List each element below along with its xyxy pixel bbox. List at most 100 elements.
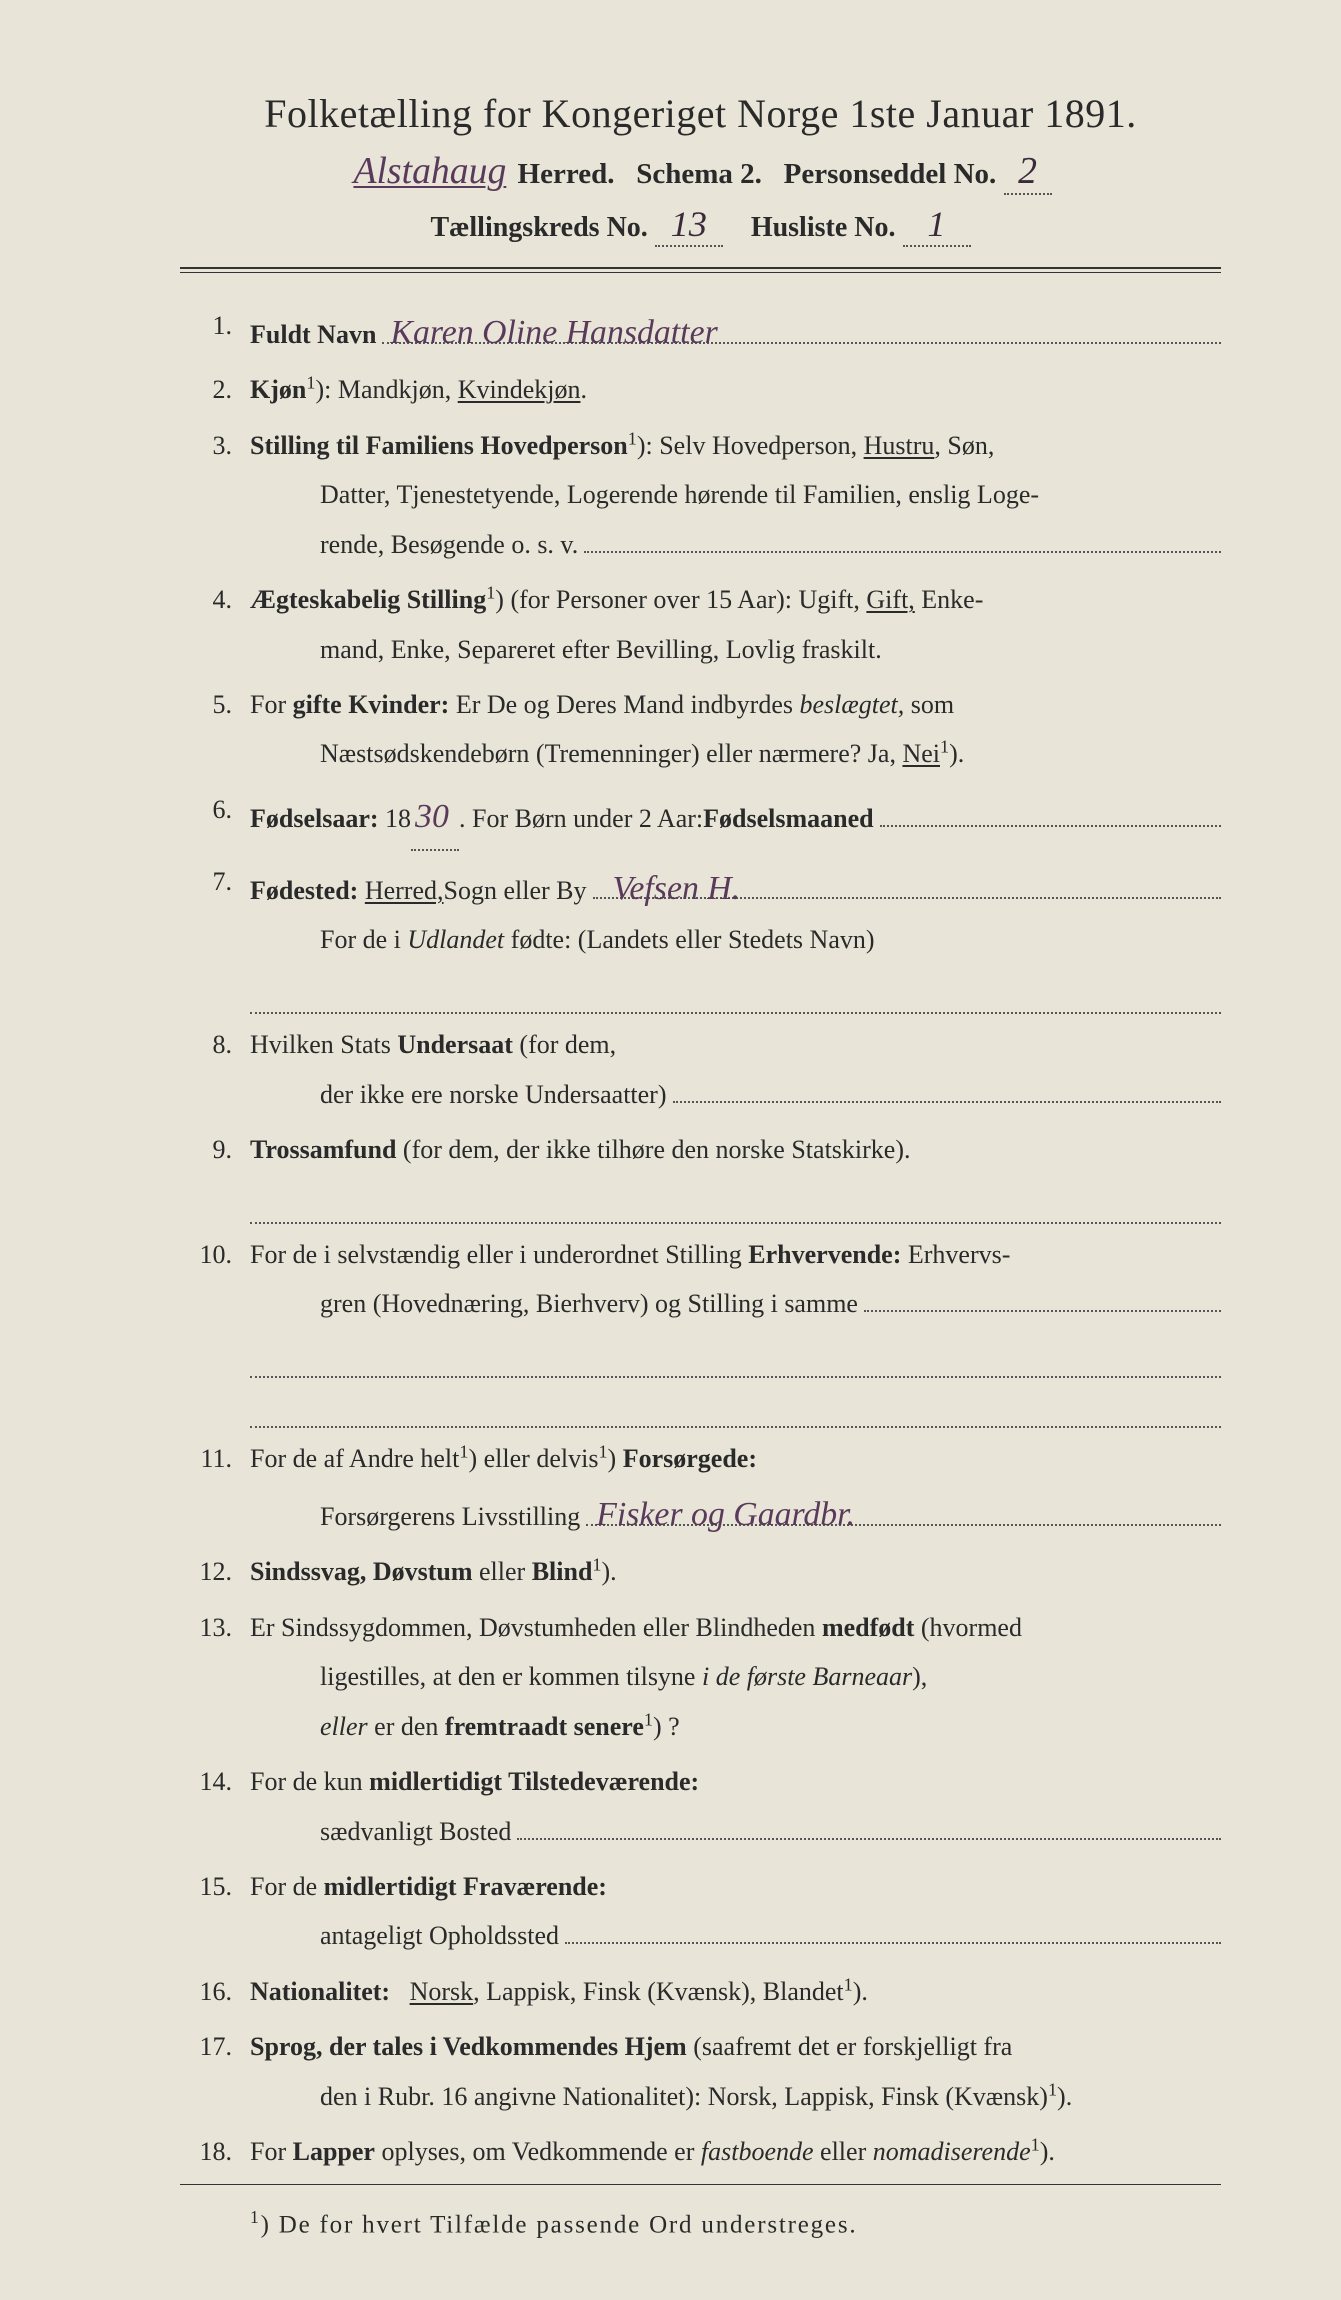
husliste-label: Husliste No. — [751, 212, 896, 243]
item-7-udl: Udlandet — [407, 925, 504, 954]
item-13-b: (hvormed — [914, 1613, 1022, 1642]
item-4-label: Ægteskabelig Stilling — [250, 585, 486, 614]
item-16-sup: 1 — [844, 1974, 853, 1994]
item-12-label: Sindssvag, Døvstum — [250, 1557, 473, 1586]
item-11-c: ) — [608, 1444, 623, 1473]
item-5-a: For — [250, 690, 293, 719]
item-3-sup: 1 — [628, 428, 637, 448]
item-12-sup: 1 — [592, 1555, 601, 1575]
item-13-line2a: ligestilles, at den er kommen tilsyne — [320, 1662, 702, 1691]
birthplace-value: Vefsen H. — [593, 857, 1221, 900]
item-12-end: ). — [602, 1557, 617, 1586]
item-8: 8. Hvilken Stats Undersaat (for dem, der… — [180, 1020, 1221, 1119]
item-15-label: midlertidigt Fraværende: — [324, 1872, 607, 1901]
stilling-selected: Hustru — [864, 431, 935, 460]
item-11-label: Forsørgede: — [623, 1444, 757, 1473]
item-17-b: (saafremt det er forskjelligt fra — [687, 2032, 1013, 2061]
item-13-sup: 1 — [644, 1709, 653, 1729]
item-18-sup: 1 — [1031, 2134, 1040, 2154]
item-13-line3a: eller — [320, 1712, 368, 1741]
item-13-line3c: ) ? — [653, 1712, 680, 1741]
herred-label: Herred. — [518, 158, 615, 190]
birthyear-value: 30 — [411, 785, 459, 851]
item-10-dotted1 — [864, 1279, 1221, 1312]
item-10-label: Erhvervende: — [748, 1240, 901, 1269]
item-13: 13. Er Sindssygdommen, Døvstumheden elle… — [180, 1603, 1221, 1751]
item-5-line2a: Næstsødskendebørn (Tremenninger) eller n… — [320, 739, 902, 768]
item-8-a: Hvilken Stats — [250, 1030, 397, 1059]
item-16: 16. Nationalitet: Norsk, Lappisk, Finsk … — [180, 1967, 1221, 2016]
item-3-label: Stilling til Familiens Hovedperson — [250, 431, 628, 460]
item-9-label: Trossamfund — [250, 1135, 396, 1164]
item-3-dotted — [584, 520, 1221, 553]
full-name-value: Karen Oline Hansdatter — [382, 301, 1221, 344]
item-13-line3b: er den — [368, 1712, 445, 1741]
item-18-fast: fastboende — [701, 2137, 814, 2166]
herred-name-handwritten: Alstahaug — [349, 150, 510, 192]
personseddel-label: Personseddel No. — [784, 158, 997, 190]
aegteskab-selected: Gift, — [866, 585, 914, 614]
item-3-num: 3. — [180, 421, 250, 569]
footnote: 1) De for hvert Tilfælde passende Ord un… — [180, 2207, 1221, 2239]
item-1-num: 1. — [180, 301, 250, 359]
item-7-dotted — [250, 981, 1221, 1014]
beslaegtet-selected: Nei — [902, 739, 940, 768]
item-5-c: som — [904, 690, 954, 719]
item-10-dotted3 — [250, 1394, 1221, 1427]
item-10-b: Erhvervs- — [901, 1240, 1010, 1269]
item-13-label: medfødt — [822, 1613, 914, 1642]
item-11: 11. For de af Andre helt1) eller delvis1… — [180, 1434, 1221, 1542]
item-10: 10. For de i selvstændig eller i underor… — [180, 1230, 1221, 1428]
item-11-sup2: 1 — [598, 1441, 607, 1461]
item-5-line2b: ). — [949, 739, 964, 768]
item-7-num: 7. — [180, 857, 250, 1014]
item-2-num: 2. — [180, 365, 250, 414]
item-8-label: Undersaat — [397, 1030, 513, 1059]
item-8-dotted — [673, 1069, 1222, 1102]
item-17: 17. Sprog, der tales i Vedkommendes Hjem… — [180, 2022, 1221, 2121]
item-18-c: eller — [814, 2137, 873, 2166]
item-13-line2b: ), — [912, 1662, 927, 1691]
item-7-mid: Sogn eller By — [444, 866, 587, 915]
item-5-besl: beslægtet, — [800, 690, 905, 719]
item-6-prefix: 18 — [385, 794, 411, 843]
item-8-b: (for dem, — [513, 1030, 616, 1059]
item-1: 1. Fuldt Navn Karen Oline Hansdatter — [180, 301, 1221, 359]
item-1-label: Fuldt Navn — [250, 310, 376, 359]
item-3-text-b: , Søn, — [934, 431, 994, 460]
item-18: 18. For Lapper oplyses, om Vedkommende e… — [180, 2127, 1221, 2176]
items-list: 1. Fuldt Navn Karen Oline Hansdatter 2. … — [180, 301, 1221, 2176]
husliste-no: 1 — [903, 203, 971, 247]
subtitle-line-2: Tællingskreds No. 13 Husliste No. 1 — [180, 203, 1221, 247]
item-18-b: oplyses, om Vedkommende er — [375, 2137, 701, 2166]
kjon-selected: Kvindekjøn — [458, 375, 581, 404]
tellingskreds-label: Tællingskreds No. — [430, 212, 647, 243]
item-5-b: Er De og Deres Mand indbyrdes — [449, 690, 799, 719]
divider-bottom — [180, 2184, 1221, 2185]
item-9: 9. Trossamfund (for dem, der ikke tilhør… — [180, 1125, 1221, 1224]
item-15-a: For de — [250, 1872, 324, 1901]
item-17-sup: 1 — [1048, 2079, 1057, 2099]
item-13-ital: i de første Barneaar — [702, 1662, 912, 1691]
item-8-num: 8. — [180, 1020, 250, 1119]
item-14-dotted — [517, 1806, 1221, 1839]
item-4-num: 4. — [180, 575, 250, 674]
item-14-line2: sædvanligt Bosted — [320, 1807, 511, 1856]
item-16-label: Nationalitet: — [250, 1977, 390, 2006]
item-6: 6. Fødselsaar: 1830. For Børn under 2 Aa… — [180, 785, 1221, 851]
item-4-sup: 1 — [486, 582, 495, 602]
item-17-num: 17. — [180, 2022, 250, 2121]
item-14-a: For de kun — [250, 1767, 369, 1796]
item-15-line2: antageligt Opholdssted — [320, 1911, 559, 1960]
item-7-line2: For de i — [320, 925, 407, 954]
item-8-line2: der ikke ere norske Undersaatter) — [320, 1070, 667, 1119]
item-2-label: Kjøn — [250, 375, 306, 404]
tellingskreds-no: 13 — [655, 203, 723, 247]
item-2: 2. Kjøn1): Mandkjøn, Kvindekjøn. — [180, 365, 1221, 414]
item-4-end: Enke- — [915, 585, 984, 614]
item-13-a: Er Sindssygdommen, Døvstumheden eller Bl… — [250, 1613, 822, 1642]
item-2-end: . — [580, 375, 587, 404]
item-11-a: For de af Andre helt — [250, 1444, 459, 1473]
item-17-line2a: den i Rubr. 16 angivne Nationalitet): No… — [320, 2082, 1048, 2111]
item-18-end: ). — [1040, 2137, 1055, 2166]
